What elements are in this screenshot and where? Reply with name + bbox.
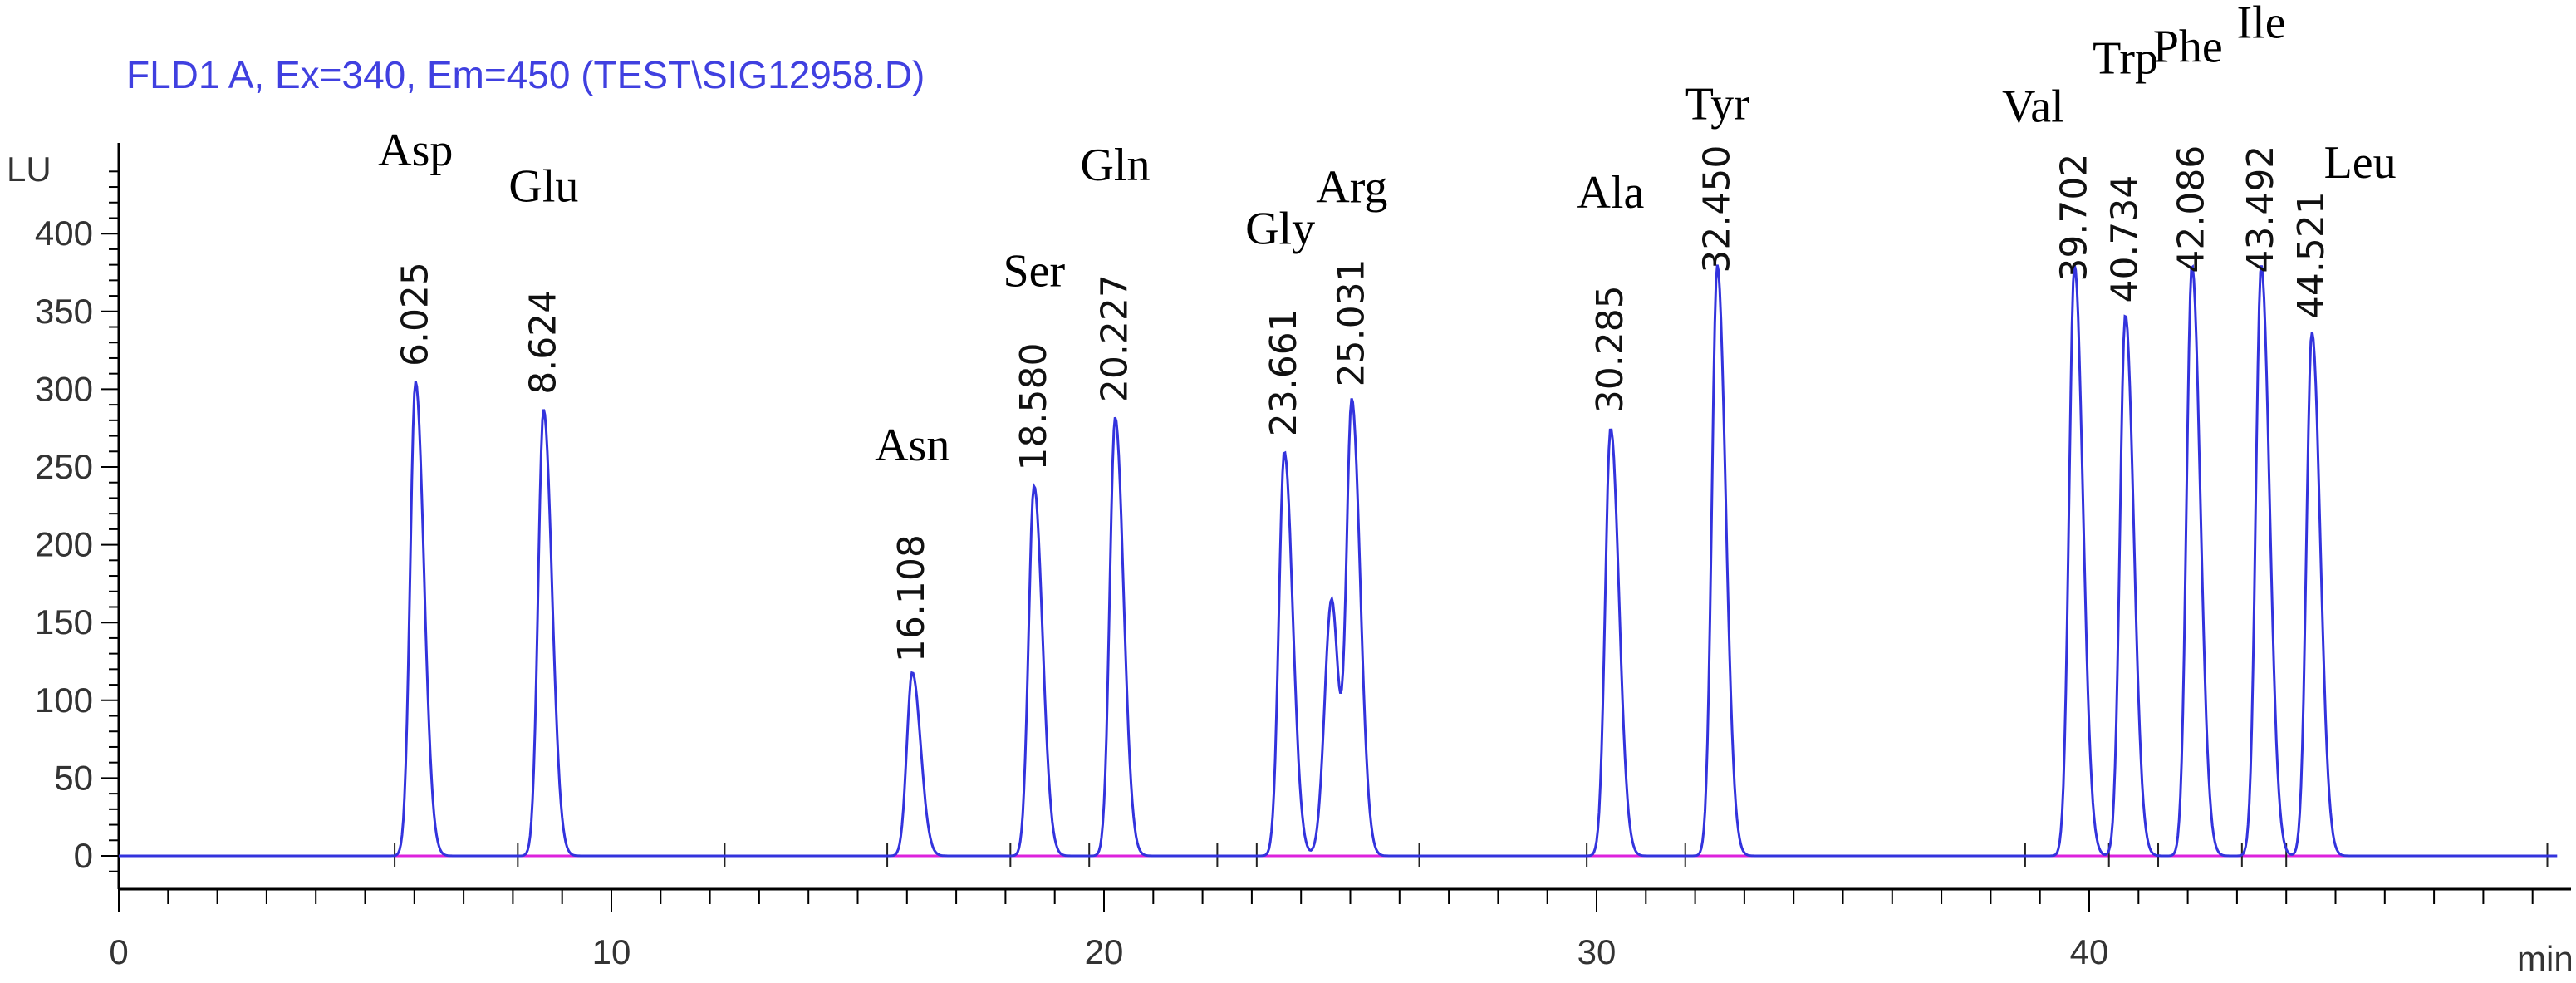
retention-time-label: 16.108 bbox=[891, 534, 933, 662]
x-tick-label: 40 bbox=[2070, 932, 2109, 971]
x-tick-label: 30 bbox=[1577, 932, 1617, 971]
y-tick-label: 100 bbox=[35, 681, 93, 720]
y-tick-label: 150 bbox=[35, 602, 93, 641]
retention-time-label: 23.661 bbox=[1263, 308, 1305, 436]
x-tick-label: 0 bbox=[109, 932, 128, 971]
retention-time-label: 8.624 bbox=[522, 290, 564, 395]
peak-name-label: Asn bbox=[875, 420, 949, 471]
y-tick-label: 200 bbox=[35, 525, 93, 564]
retention-time-label: 43.492 bbox=[2240, 145, 2282, 273]
x-tick-label: 20 bbox=[1085, 932, 1124, 971]
peak-name-label: Leu bbox=[2324, 137, 2397, 189]
retention-time-label: 6.025 bbox=[394, 262, 436, 366]
retention-time-label: 42.086 bbox=[2171, 145, 2213, 273]
peak-name-label: Gln bbox=[1080, 140, 1150, 191]
retention-time-label: 32.450 bbox=[1695, 145, 1738, 273]
y-tick-label: 250 bbox=[35, 447, 93, 486]
retention-time-label: 40.734 bbox=[2104, 175, 2147, 303]
y-tick-label: 50 bbox=[54, 758, 93, 797]
y-tick-label: 0 bbox=[74, 836, 93, 875]
retention-time-label: 20.227 bbox=[1093, 274, 1136, 402]
peak-name-label: Arg bbox=[1316, 161, 1387, 213]
chromatogram-trace bbox=[119, 264, 2558, 858]
x-tick-label: 10 bbox=[592, 932, 631, 971]
retention-time-label: 30.285 bbox=[1589, 285, 1631, 413]
y-tick-label: 400 bbox=[35, 214, 93, 253]
peak-name-label: Ser bbox=[1003, 245, 1065, 297]
y-tick-label: 300 bbox=[35, 369, 93, 408]
signal-title: FLD1 A, Ex=340, Em=450 (TEST\SIG12958.D) bbox=[126, 53, 925, 96]
trace-group bbox=[119, 264, 2558, 858]
retention-time-label: 39.702 bbox=[2053, 154, 2095, 282]
y-tick-label: 350 bbox=[35, 292, 93, 331]
peak-name-label: Gly bbox=[1245, 203, 1315, 254]
x-axis: 0 10 20 30 40 bbox=[109, 887, 2571, 971]
peak-name-label: Ala bbox=[1577, 167, 1644, 219]
retention-time-label: 44.521 bbox=[2290, 191, 2333, 319]
peak-name-label: Tyr bbox=[1685, 79, 1749, 130]
y-axis: 0 50 100 150 200 250 300 350 400 bbox=[35, 143, 120, 889]
peak-name-label: Val bbox=[2002, 81, 2064, 133]
peak-name-label: Glu bbox=[508, 161, 578, 213]
x-axis-label: min bbox=[2517, 939, 2574, 978]
peak-name-label: Phe bbox=[2153, 22, 2223, 73]
retention-time-label: 25.031 bbox=[1330, 258, 1372, 386]
retention-time-label: 18.580 bbox=[1013, 342, 1055, 470]
peak-name-label: Ile bbox=[2237, 0, 2286, 49]
y-axis-label: LU bbox=[7, 150, 52, 189]
peak-name-label: Trp bbox=[2093, 33, 2158, 85]
peak-name-label: Asp bbox=[378, 125, 453, 176]
peak-labels: 6.025 Asp 8.624 Glu 16.108 Asn 18.580 Ser 20.227… bbox=[378, 0, 2396, 662]
